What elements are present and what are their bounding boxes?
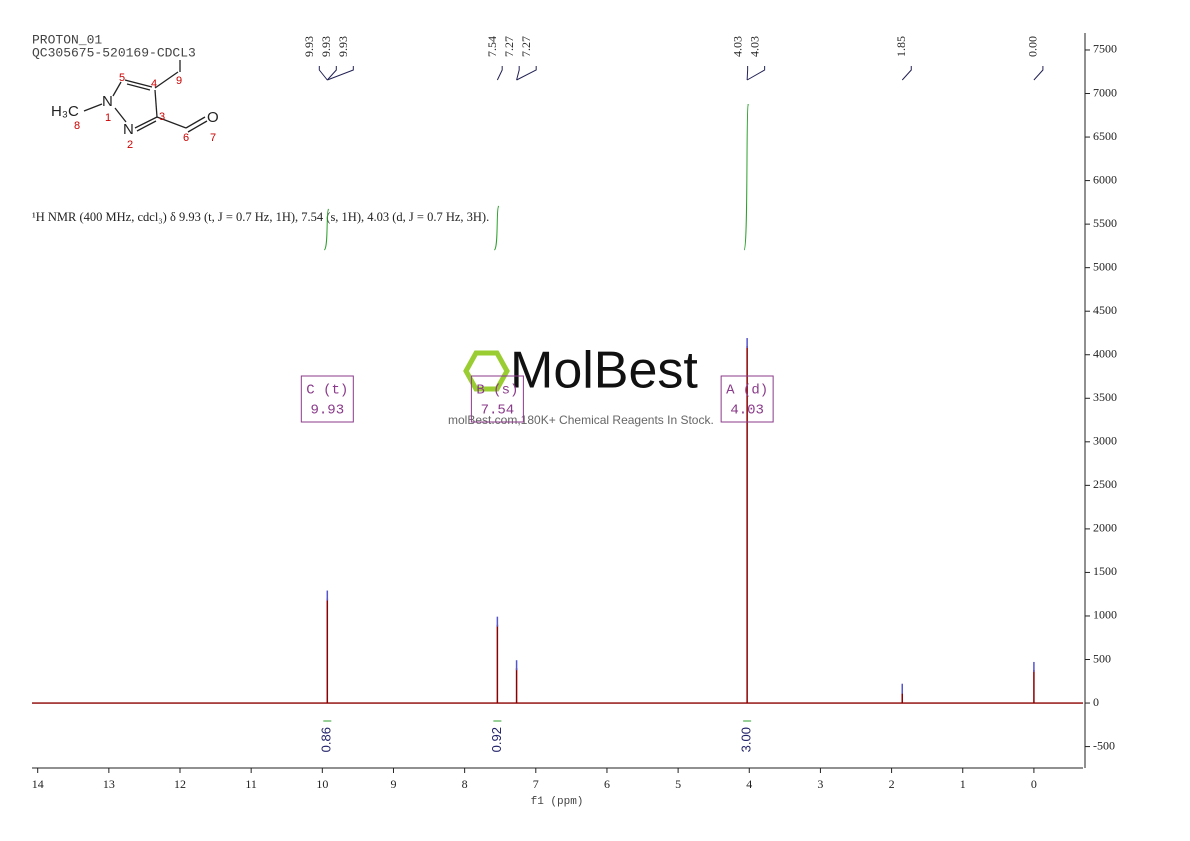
y-tick-label: 1500 xyxy=(1093,564,1117,578)
x-tick-label: 6 xyxy=(604,777,610,791)
peak-leader xyxy=(1033,66,1044,81)
integral-curve xyxy=(323,208,329,251)
peak-label: 7.27 xyxy=(519,36,533,57)
multiplet-shift: 4.03 xyxy=(730,403,764,419)
integral-curve xyxy=(493,205,499,251)
y-tick-label: 3000 xyxy=(1093,434,1117,448)
multiplet-label: B (s) xyxy=(476,383,518,399)
y-tick-label: 500 xyxy=(1093,651,1111,665)
peak-label: 9.93 xyxy=(336,36,350,57)
y-tick-label: 5500 xyxy=(1093,216,1117,230)
atom-number: 7 xyxy=(210,132,216,144)
peak-leader xyxy=(901,66,912,81)
x-tick-label: 1 xyxy=(960,777,966,791)
multiplet-label: C (t) xyxy=(306,383,348,399)
peak-label: 4.03 xyxy=(730,36,744,57)
x-tick-label: 10 xyxy=(316,777,328,791)
x-tick-label: 9 xyxy=(390,777,396,791)
x-tick-label: 11 xyxy=(245,777,257,791)
y-tick-label: 0 xyxy=(1093,695,1099,709)
peak-leader xyxy=(746,66,749,81)
y-tick-label: 4000 xyxy=(1093,346,1117,360)
atom-number: 5 xyxy=(119,72,125,84)
x-tick-label: 14 xyxy=(32,777,44,791)
peak-leader xyxy=(326,66,337,81)
x-axis-label: f1 (ppm) xyxy=(531,796,584,808)
integral-curve xyxy=(743,104,749,251)
atom: N xyxy=(123,121,134,138)
y-tick-label: 4500 xyxy=(1093,303,1117,317)
peak-leader xyxy=(746,66,766,81)
atom: O xyxy=(207,109,219,126)
multiplet-label: A (d) xyxy=(726,383,768,399)
y-tick-label: 2000 xyxy=(1093,521,1117,535)
atom-number: 8 xyxy=(74,120,80,132)
x-tick-label: 5 xyxy=(675,777,681,791)
y-tick-label: 2500 xyxy=(1093,477,1117,491)
y-tick-label: 7000 xyxy=(1093,85,1117,99)
peak-label: 4.03 xyxy=(747,36,761,57)
x-tick-label: 13 xyxy=(103,777,115,791)
peak-leader xyxy=(318,66,328,81)
x-tick-label: 12 xyxy=(174,777,186,791)
atom-number: 6 xyxy=(183,132,189,144)
x-tick-label: 8 xyxy=(462,777,468,791)
y-tick-label: 5000 xyxy=(1093,259,1117,273)
description: ¹H NMR (400 MHz, cdcl₃) δ 9.93 (t, J = 0… xyxy=(32,210,489,224)
peak-leader xyxy=(516,66,537,81)
atom-number: 4 xyxy=(151,78,157,90)
y-tick-label: 1000 xyxy=(1093,608,1117,622)
x-tick-label: 3 xyxy=(817,777,823,791)
integral-label: 0.92 xyxy=(489,727,504,752)
integral-label: 0.86 xyxy=(319,727,334,752)
x-tick-label: 4 xyxy=(746,777,752,791)
peak-leader xyxy=(496,66,503,81)
peak-label: 7.27 xyxy=(502,36,516,57)
watermark-logo xyxy=(463,350,510,392)
peak-leader xyxy=(516,66,520,81)
x-tick-label: 0 xyxy=(1031,777,1037,791)
watermark-note: molBest.com,180K+ Chemical Reagents In S… xyxy=(448,413,714,427)
y-tick-label: 6000 xyxy=(1093,172,1117,186)
peak-label: 1.85 xyxy=(894,36,908,57)
peak-label: 9.93 xyxy=(319,36,333,57)
peak-leader xyxy=(327,66,354,81)
x-tick-label: 7 xyxy=(533,777,539,791)
multiplet-box xyxy=(720,375,774,423)
peak-label: 0.00 xyxy=(1026,36,1040,57)
peak-label: 7.54 xyxy=(485,36,499,57)
y-tick-label: 7500 xyxy=(1093,42,1117,56)
multiplet-shift: 9.93 xyxy=(310,403,344,419)
atom-number: 1 xyxy=(105,112,111,124)
atom-number: 3 xyxy=(159,111,165,123)
multiplet-shift: 7.54 xyxy=(481,403,515,419)
y-tick-label: 3500 xyxy=(1093,390,1117,404)
atom: H₃C xyxy=(51,103,79,120)
title: PROTON_01 xyxy=(32,32,102,47)
y-tick-label: -500 xyxy=(1093,738,1115,752)
multiplet-box xyxy=(470,375,524,423)
atom: N xyxy=(102,93,113,110)
watermark: MolBest xyxy=(510,342,698,400)
multiplet-box xyxy=(300,375,354,423)
structure xyxy=(83,60,208,133)
x-tick-label: 2 xyxy=(889,777,895,791)
peak-label: 9.93 xyxy=(302,36,316,57)
subtitle: QC305675-520169-CDCL3 xyxy=(32,45,196,60)
atom-number: 9 xyxy=(176,75,182,87)
integral-label: 3.00 xyxy=(739,727,754,752)
y-tick-label: 6500 xyxy=(1093,129,1117,143)
atom-number: 2 xyxy=(127,139,133,151)
